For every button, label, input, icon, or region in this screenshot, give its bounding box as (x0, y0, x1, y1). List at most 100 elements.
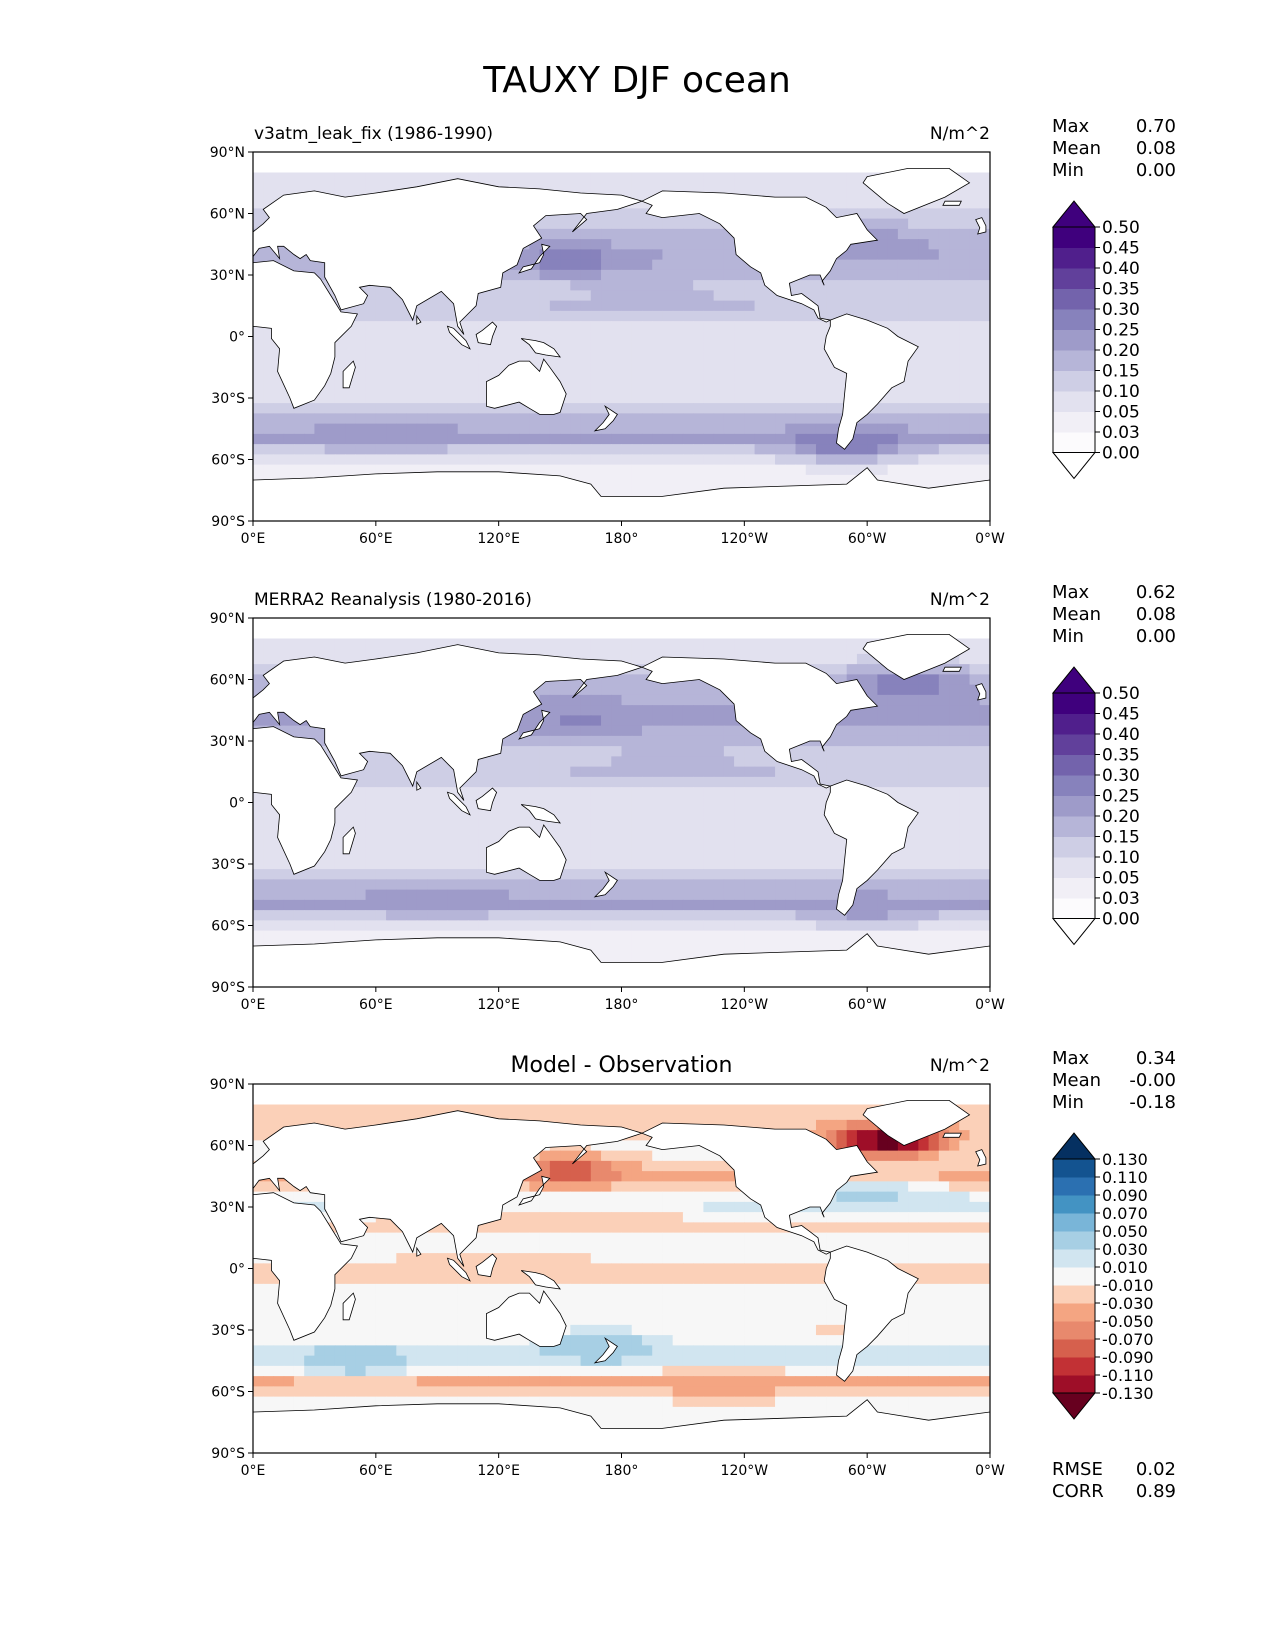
field-cell (785, 423, 797, 435)
field-cell (672, 807, 684, 819)
field-cell (283, 167, 295, 179)
field-cell (887, 694, 899, 706)
field-cell (682, 372, 694, 384)
field-cell (580, 838, 592, 850)
field-cell (826, 940, 838, 952)
field-cell (693, 776, 704, 788)
field-cell (723, 807, 735, 819)
field-cell (601, 249, 612, 261)
field-cell (631, 899, 643, 911)
field-cell (560, 889, 571, 901)
field-cell (386, 351, 397, 363)
field-cell (263, 838, 275, 850)
field-cell (734, 828, 745, 839)
field-cell (488, 633, 500, 645)
field-cell (928, 413, 940, 425)
field-cell (815, 828, 827, 839)
field-cell (478, 321, 490, 332)
field-cell (406, 444, 418, 455)
field-cell (539, 331, 551, 343)
field-cell (253, 208, 264, 220)
field-cell (273, 382, 285, 394)
field-cell (334, 177, 346, 189)
field-cell (897, 218, 909, 230)
field-cell (785, 746, 797, 757)
field-cell (437, 879, 449, 891)
field-cell (969, 910, 981, 921)
field-cell (785, 899, 797, 911)
field-cell (775, 444, 786, 455)
field-cell (754, 889, 766, 901)
field-cell (498, 828, 510, 839)
field-cell (846, 756, 858, 768)
field-cell (897, 858, 909, 870)
field-cell (590, 756, 602, 768)
field-cell (601, 392, 612, 404)
field-cell (601, 653, 612, 665)
field-cell (631, 218, 643, 230)
field-cell (672, 694, 684, 706)
field-cell (652, 300, 664, 312)
field-cell (488, 351, 500, 363)
field-cell (856, 910, 868, 921)
field-cell (928, 889, 940, 901)
field-cell (396, 341, 408, 353)
field-cell (815, 858, 827, 870)
field-cell (662, 280, 674, 291)
field-cell (549, 290, 561, 302)
field-cell (580, 807, 592, 819)
field-cell (427, 797, 438, 809)
field-cell (703, 321, 715, 332)
field-cell (621, 684, 633, 696)
field-cell (918, 889, 930, 901)
field-cell (263, 187, 275, 199)
field-cell (918, 705, 930, 716)
field-cell (693, 951, 704, 962)
field-cell (631, 787, 643, 798)
field-cell (273, 899, 285, 911)
field-cell (529, 444, 541, 455)
field-cell (447, 351, 459, 363)
field-cell (693, 766, 704, 778)
field-cell (662, 372, 674, 384)
field-cell (979, 228, 990, 240)
field-cell (969, 423, 981, 435)
field-cell (897, 735, 909, 747)
field-cell (529, 249, 541, 261)
field-cell (754, 930, 766, 942)
field-cell (662, 858, 674, 870)
field-cell (560, 920, 571, 932)
field-cell (334, 382, 346, 394)
field-cell (979, 633, 990, 645)
field-cell (314, 920, 326, 932)
field-cell (959, 858, 971, 870)
field-cell (570, 433, 582, 445)
field-cell (785, 341, 797, 353)
field-cell (263, 341, 275, 353)
field-cell (795, 797, 807, 809)
field-cell (713, 838, 725, 850)
field-cell (928, 433, 940, 445)
field-cell (601, 218, 612, 230)
field-cell (498, 362, 510, 373)
field-cell (693, 341, 704, 353)
field-cell (427, 177, 438, 189)
field-cell (314, 444, 326, 455)
field-cell (846, 643, 858, 655)
field-cell (478, 177, 490, 189)
field-cell (498, 413, 510, 425)
x-tick-label: 60°W (848, 531, 887, 547)
field-cell (938, 776, 950, 788)
field-cell (621, 351, 633, 363)
field-cell (611, 889, 623, 901)
field-cell (703, 433, 715, 445)
field-cell (283, 643, 295, 655)
field-cell (457, 807, 469, 819)
field-cell (580, 889, 592, 901)
field-cell (928, 321, 940, 332)
field-cell (570, 177, 582, 189)
field-cell (775, 310, 786, 322)
field-cell (928, 218, 940, 230)
field-cell (467, 869, 479, 880)
field-cell (959, 746, 971, 757)
